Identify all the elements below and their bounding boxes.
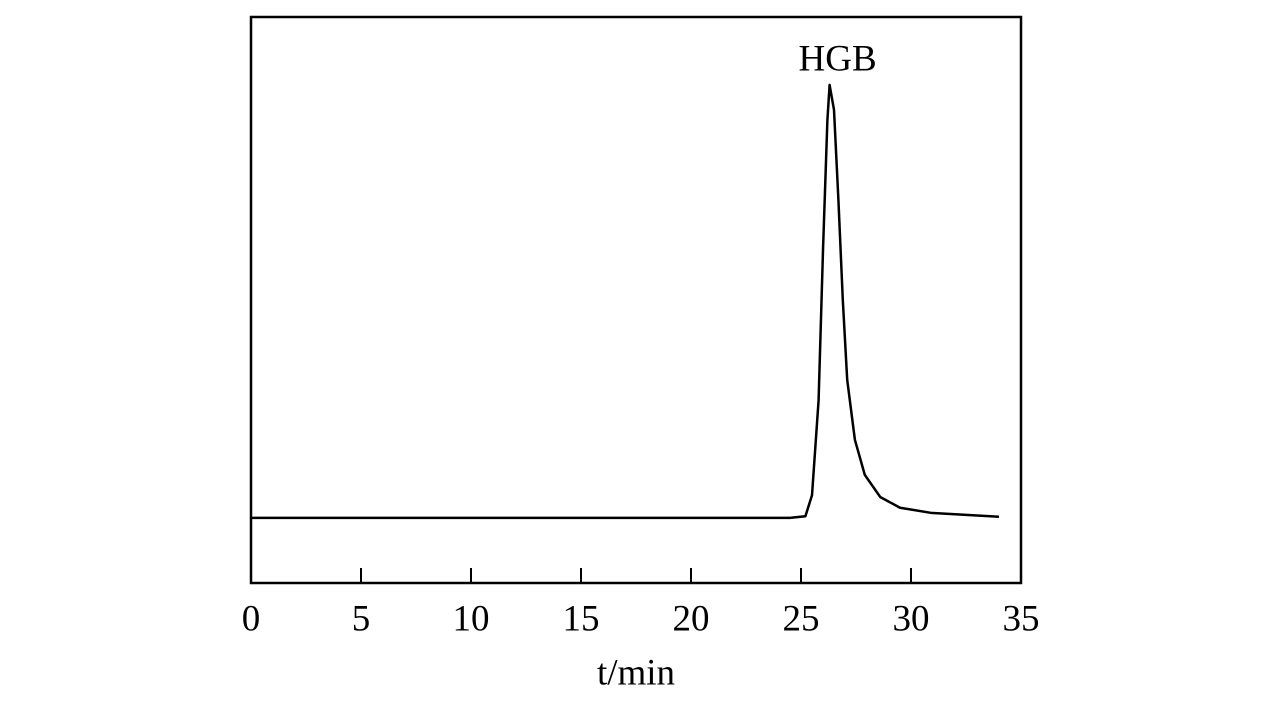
peak-annotation: HGB [799, 38, 877, 79]
x-axis-label: t/min [597, 652, 675, 693]
x-tick-label: 0 [242, 598, 261, 639]
x-tick-label: 35 [1003, 598, 1040, 639]
x-tick-label: 5 [352, 598, 371, 639]
x-tick-label: 10 [453, 598, 490, 639]
plot-frame [249, 15, 1023, 585]
x-tick-label: 20 [673, 598, 710, 639]
x-tick-label: 15 [563, 598, 600, 639]
x-tick-label: 30 [893, 598, 930, 639]
data-line [251, 83, 1000, 520]
x-tick-label: 25 [783, 598, 820, 639]
